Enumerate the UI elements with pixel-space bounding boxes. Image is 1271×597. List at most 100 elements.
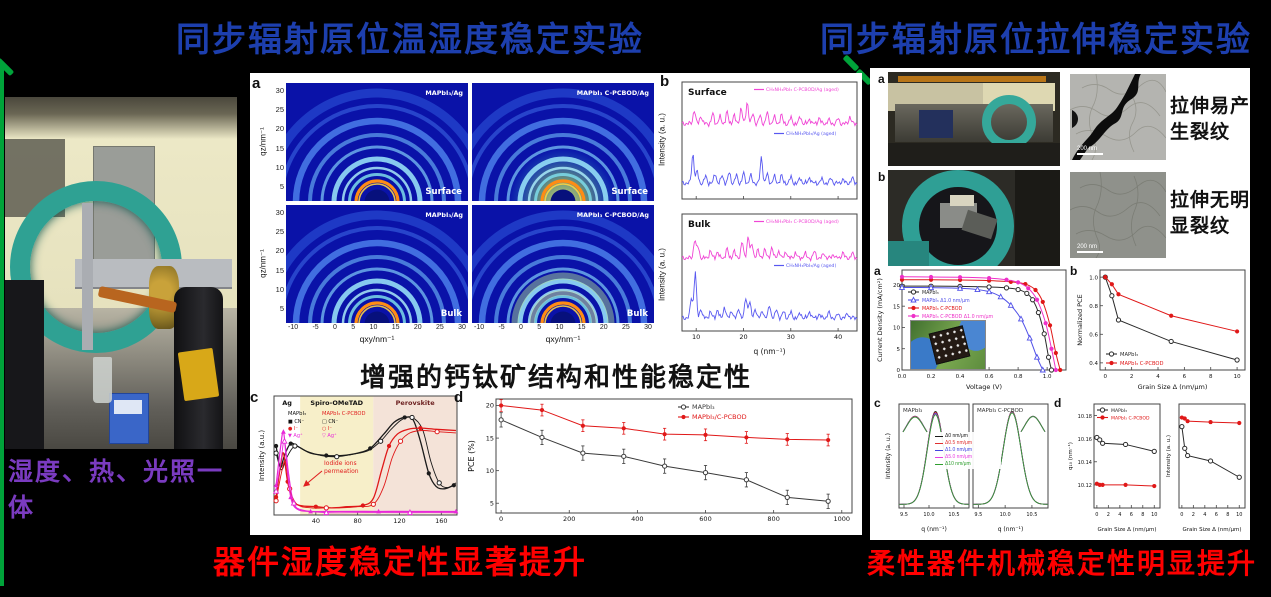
svg-text:Spiro-OMeTAD: Spiro-OMeTAD [310,399,363,407]
svg-text:20: 20 [739,333,747,341]
chart-xrd-bulk: 10 20 30 40 q (nm⁻¹) Bulk CH₃NH₃PbI₃ C-PCBOD/A… [681,213,858,356]
svg-text:MAPbI₃/C-PCBOD: MAPbI₃/C-PCBOD [692,413,747,421]
svg-text:0.4: 0.4 [956,374,965,380]
flexible-solar-cell [928,325,971,365]
svg-text:10.5: 10.5 [1026,512,1037,518]
svg-text:80: 80 [354,517,362,525]
goniometer-ring-small [981,94,1036,149]
svg-text:MAPbI₃: MAPbI₃ [903,408,922,414]
scale-bar: 200 nm [1077,244,1103,253]
giwaxs-y-ticks: 30 25 20 15 10 5 [275,86,284,191]
giwaxs-map-mapbi3-surface: MAPbI₃/Ag Surface [286,83,468,201]
svg-text:0: 0 [499,515,503,523]
sem-image-uncracked: 200 nm [1070,172,1166,258]
svg-text:CH₃NH₃PbI₃ C-PCBOD/Ag (aged): CH₃NH₃PbI₃ C-PCBOD/Ag (aged) [766,219,839,225]
panel-c-label: c [874,396,881,410]
svg-text:q (nm⁻¹): q (nm⁻¹) [921,526,947,533]
scale-bar: 200 nm [1077,146,1103,155]
svg-text:10.12: 10.12 [1078,483,1092,489]
svg-text:MAPbI₃ C-PCBOD: MAPbI₃ C-PCBOD [322,411,366,417]
svg-text:CH₃NH₃PbI₃/Ag (aged): CH₃NH₃PbI₃/Ag (aged) [786,263,836,269]
svg-text:10.5: 10.5 [948,512,959,518]
svg-text:8: 8 [1226,512,1229,518]
svg-text:PCE (%): PCE (%) [467,440,476,472]
svg-text:Grain Size Δ (nm/μm): Grain Size Δ (nm/μm) [1138,383,1208,391]
svg-text:0.4: 0.4 [1089,361,1098,367]
svg-text:5: 5 [490,499,494,507]
svg-text:0: 0 [897,368,901,374]
svg-text:0.6: 0.6 [1089,332,1098,338]
svg-text:10: 10 [486,467,494,475]
svg-text:● I⁻: ● I⁻ [288,426,298,432]
svg-text:5: 5 [897,347,901,353]
svg-text:20: 20 [893,283,900,289]
svg-text:1.0: 1.0 [1089,275,1098,281]
svg-text:▽ Ag⁺: ▽ Ag⁺ [322,433,337,439]
svg-text:Normalized PCE: Normalized PCE [1076,294,1084,346]
page-title-tensile-experiment: 同步辐射原位拉伸稳定实验 [820,22,1252,59]
svg-text:40: 40 [312,517,320,525]
svg-text:15: 15 [486,434,494,442]
svg-text:10.14: 10.14 [1078,460,1092,466]
svg-text:MAPbI₃ C-PCBOD: MAPbI₃ C-PCBOD [922,306,963,312]
svg-text:9.5: 9.5 [900,512,908,518]
svg-text:Surface: Surface [611,187,648,197]
svg-text:□ CN⁻: □ CN⁻ [322,419,339,425]
panel-d-label: d [454,389,464,406]
svg-text:Surface: Surface [688,88,727,98]
svg-text:q (nm⁻¹): q (nm⁻¹) [998,526,1024,533]
svg-text:0.8: 0.8 [1089,304,1098,310]
svg-text:600: 600 [699,515,711,523]
giwaxs-x-axis-label: qxy/nm⁻¹ [545,334,581,344]
svg-text:Intensity (a. u.): Intensity (a. u.) [885,433,892,479]
svg-text:▼ Ag⁺: ▼ Ag⁺ [288,433,303,439]
svg-text:1.0: 1.0 [1043,374,1052,380]
svg-text:4: 4 [1118,512,1121,518]
svg-text:200: 200 [563,515,575,523]
caption-crack: 拉伸易产 生裂纹 [1170,96,1251,143]
panel-d-label: d [1054,396,1062,410]
svg-text:CH₃NH₃PbI₃/Ag (aged): CH₃NH₃PbI₃/Ag (aged) [786,131,836,137]
giwaxs-x-axis-label: qxy/nm⁻¹ [359,334,395,344]
svg-text:MAPbI₃: MAPbI₃ [1120,352,1138,358]
svg-text:○ I⁻: ○ I⁻ [322,426,332,432]
svg-text:0.8: 0.8 [1014,374,1023,380]
svg-text:6: 6 [1130,512,1133,518]
photo-b-label: b [878,170,886,184]
panel-a-label: a [874,264,881,278]
svg-text:0.0: 0.0 [898,374,907,380]
svg-text:10: 10 [1234,374,1241,380]
svg-text:30: 30 [787,333,795,341]
figure-tensile-stability: a 200 nm 拉伸易产 生裂纹 b [870,68,1250,540]
svg-text:Intensity (a. u.): Intensity (a. u.) [1166,435,1172,477]
svg-text:4: 4 [1156,374,1160,380]
svg-text:160: 160 [435,517,447,525]
dark-equipment [5,280,45,449]
page-title-humidity-experiment: 同步辐射原位温湿度稳定实验 [176,22,644,59]
svg-text:MAPbI₃ C-PCBOD Δ1.0 nm/μm: MAPbI₃ C-PCBOD Δ1.0 nm/μm [922,314,994,320]
lab-photo-beamline [888,72,1060,166]
svg-text:10.0: 10.0 [923,512,934,518]
svg-text:■ CN⁻: ■ CN⁻ [288,419,305,425]
svg-text:1000: 1000 [834,515,851,523]
chart-depth-profile: Ag Spiro-OMeTAD Perovskite 40 80 120 160 Intens… [258,395,459,525]
svg-text:2: 2 [1130,374,1134,380]
svg-text:120: 120 [393,517,405,525]
svg-text:Perovskite: Perovskite [396,399,436,407]
svg-text:10.16: 10.16 [1078,437,1092,443]
xrd-y-axis-label: Intensity (a. u.) [657,113,667,166]
svg-text:Surface: Surface [425,187,462,197]
svg-text:8: 8 [1141,512,1144,518]
svg-text:Grain Size Δ (nm/μm): Grain Size Δ (nm/μm) [1182,527,1241,533]
giwaxs-x-ticks: -10 -5 0 5 10 15 20 25 30 [288,324,466,331]
left-photo-caption: 湿度、热、光照一体 [8,458,225,522]
giwaxs-x-ticks: -10 -5 0 5 10 15 20 25 30 [474,324,652,331]
giwaxs-map-mapbi3-bulk: MAPbI₃/Ag Bulk [286,205,468,323]
svg-text:MAPbI₃ C-PCBOD: MAPbI₃ C-PCBOD [1120,361,1164,367]
svg-text:Bulk: Bulk [688,220,711,230]
svg-text:40: 40 [834,333,842,341]
panel-b-label: b [1070,264,1078,278]
svg-text:20: 20 [486,402,494,410]
svg-text:400: 400 [631,515,643,523]
svg-text:MAPbI₃: MAPbI₃ [288,411,306,417]
